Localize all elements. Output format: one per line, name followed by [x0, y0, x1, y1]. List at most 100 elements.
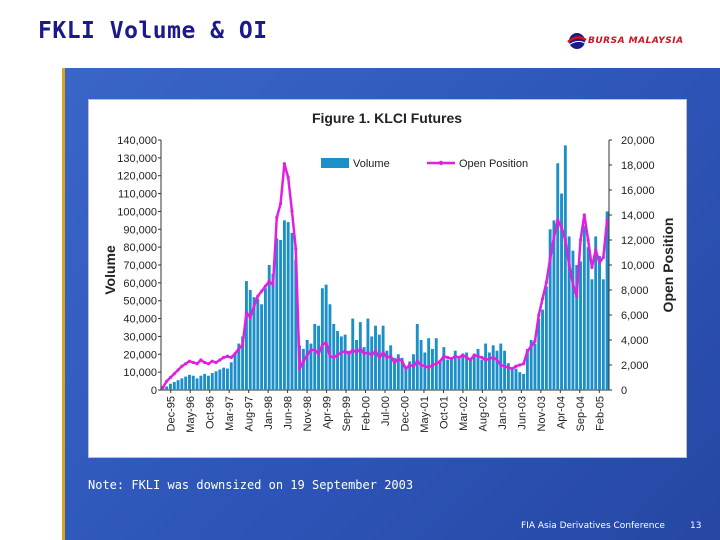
open-position-point	[248, 315, 252, 320]
open-position-point	[502, 364, 507, 368]
volume-bar	[590, 279, 594, 390]
volume-bar	[294, 259, 298, 390]
volume-bar	[343, 334, 347, 390]
open-position-point	[461, 353, 465, 357]
open-position-point	[366, 350, 370, 355]
volume-bar	[263, 288, 267, 390]
volume-bar	[408, 361, 412, 390]
volume-bar	[480, 359, 484, 390]
volume-bar	[499, 343, 503, 390]
open-position-point	[404, 367, 408, 371]
open-position-point	[582, 213, 586, 217]
volume-bar	[169, 383, 172, 390]
volume-bar	[506, 363, 510, 390]
volume-bar	[453, 350, 457, 390]
open-position-point	[495, 358, 499, 362]
volume-bar	[518, 372, 522, 390]
open-position-point	[571, 282, 575, 286]
open-position-point	[271, 283, 275, 287]
volume-bar	[567, 236, 571, 390]
open-position-point	[222, 355, 226, 360]
legend-label-open-position: Open Position	[459, 158, 528, 170]
volume-bar	[442, 347, 446, 390]
volume-bar	[317, 325, 321, 390]
y-tick-label: 130,000	[117, 153, 157, 165]
open-position-point	[256, 294, 260, 298]
open-position-point	[559, 225, 564, 230]
open-position-point	[521, 362, 526, 366]
volume-bar	[180, 378, 184, 390]
volume-bar	[366, 318, 370, 390]
volume-bar	[214, 371, 218, 390]
open-position-point	[567, 263, 571, 267]
x-tick-label: Apr-99	[322, 396, 334, 429]
open-position-point	[446, 355, 450, 360]
volume-bar	[210, 373, 214, 390]
volume-bar	[172, 381, 176, 390]
open-position-line	[161, 162, 609, 390]
volume-bar	[282, 220, 286, 390]
volume-bar	[544, 286, 548, 390]
volume-bar	[222, 367, 226, 390]
volume-bar	[431, 348, 434, 390]
open-position-point	[275, 215, 279, 220]
volume-bar	[541, 309, 545, 390]
open-position-point	[282, 162, 286, 166]
open-position-point	[392, 360, 397, 365]
slide-header: FKLI Volume & OI BURSA MALAYSIA	[0, 0, 720, 68]
open-position-point	[313, 348, 317, 352]
y-tick-label: 90,000	[123, 224, 157, 236]
x-tick-label: Jan-98	[263, 396, 275, 430]
y-tick-label: 110,000	[118, 189, 157, 201]
volume-bar	[286, 222, 290, 390]
open-position-point	[529, 344, 533, 348]
open-position-point	[525, 349, 529, 353]
volume-bar	[476, 348, 480, 390]
y-tick-label: 0	[151, 385, 157, 397]
volume-bar	[161, 388, 165, 390]
volume-bar	[404, 368, 408, 390]
open-position-point	[537, 313, 541, 317]
y-tick-label: 100,000	[117, 206, 157, 218]
page-number: 13	[690, 521, 702, 531]
open-position-point	[590, 265, 594, 270]
x-tick-label: Jan-03	[497, 396, 509, 430]
volume-bar	[339, 336, 343, 390]
volume-bar	[252, 297, 256, 390]
open-position-point	[575, 294, 579, 298]
volume-bar	[165, 386, 169, 390]
volume-bar	[244, 281, 248, 390]
y-tick-label: 40,000	[123, 314, 157, 326]
accent-line	[62, 68, 65, 540]
open-position-point	[290, 209, 294, 213]
volume-bar	[503, 350, 507, 390]
open-position-point	[309, 348, 313, 352]
x-tick-label: Feb-00	[361, 396, 373, 431]
volume-bar	[358, 322, 362, 390]
open-position-point	[548, 257, 552, 261]
open-position-point	[377, 355, 381, 360]
open-position-point	[533, 339, 537, 343]
open-position-point	[165, 379, 169, 383]
x-tick-label: Dec-00	[400, 396, 412, 431]
volume-bar	[309, 343, 313, 390]
chart-title: Figure 1. KLCI Futures	[312, 110, 462, 126]
open-position-point	[252, 304, 256, 308]
open-position-point	[453, 354, 457, 358]
y2-tick-label: 6,000	[621, 310, 649, 322]
open-position-point	[510, 367, 514, 371]
volume-bar	[548, 229, 552, 390]
volume-bar	[446, 359, 450, 390]
open-position-point	[161, 385, 165, 390]
volume-bar	[256, 298, 260, 390]
open-position-point	[506, 365, 510, 370]
volume-bar	[412, 354, 415, 390]
volume-bar	[351, 318, 355, 390]
volume-bar	[370, 336, 374, 390]
x-tick-label: Jun-03	[516, 396, 528, 430]
open-position-point	[411, 364, 416, 368]
x-tick-label: Dec-95	[166, 396, 178, 431]
open-position-point	[385, 355, 389, 360]
volume-bar	[415, 323, 419, 390]
x-tick-label: Nov-03	[536, 396, 548, 431]
